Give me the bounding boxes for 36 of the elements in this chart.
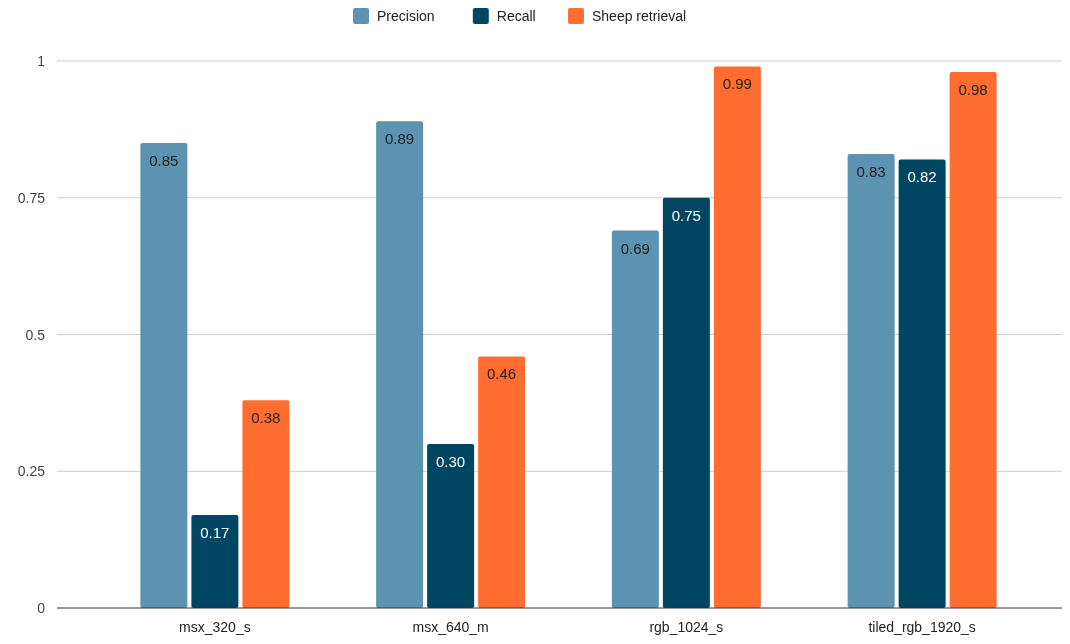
x-tick-label: msx_640_m xyxy=(412,619,489,635)
x-tick-label: tiled_rgb_1920_s xyxy=(868,619,976,635)
bar xyxy=(191,515,239,608)
data-label: 0.46 xyxy=(487,365,517,383)
bar xyxy=(427,443,475,608)
bar xyxy=(949,71,997,608)
bar xyxy=(376,121,424,608)
data-label: 0.30 xyxy=(436,452,466,470)
legend-label: Recall xyxy=(496,8,536,24)
bar xyxy=(662,197,710,608)
bar xyxy=(898,159,946,608)
data-label: 0.89 xyxy=(385,130,415,148)
y-tick-label: 0 xyxy=(37,600,46,616)
x-tick-label: rgb_1024_s xyxy=(649,619,724,635)
data-label: 0.98 xyxy=(958,80,988,98)
bar xyxy=(847,153,895,608)
data-label: 0.83 xyxy=(856,162,886,180)
bar xyxy=(478,356,526,608)
data-label: 0.69 xyxy=(620,239,650,257)
legend-label: Sheep retrieval xyxy=(592,8,687,24)
bar xyxy=(242,400,290,608)
y-tick-label: 0.5 xyxy=(25,326,46,343)
data-label: 0.38 xyxy=(251,409,281,427)
data-label: 0.99 xyxy=(722,75,752,93)
legend-label: Precision xyxy=(377,8,435,24)
bar xyxy=(713,66,761,608)
x-tick-label: msx_320_s xyxy=(179,619,251,635)
y-tick-label: 0.75 xyxy=(17,189,46,206)
y-tick-label: 1 xyxy=(37,53,46,69)
data-label: 0.82 xyxy=(907,168,937,186)
bar xyxy=(140,143,188,608)
data-label: 0.75 xyxy=(671,206,701,224)
data-label: 0.85 xyxy=(149,152,179,170)
y-tick-label: 0.25 xyxy=(17,463,46,480)
data-label: 0.17 xyxy=(200,524,230,542)
bar xyxy=(611,230,659,608)
